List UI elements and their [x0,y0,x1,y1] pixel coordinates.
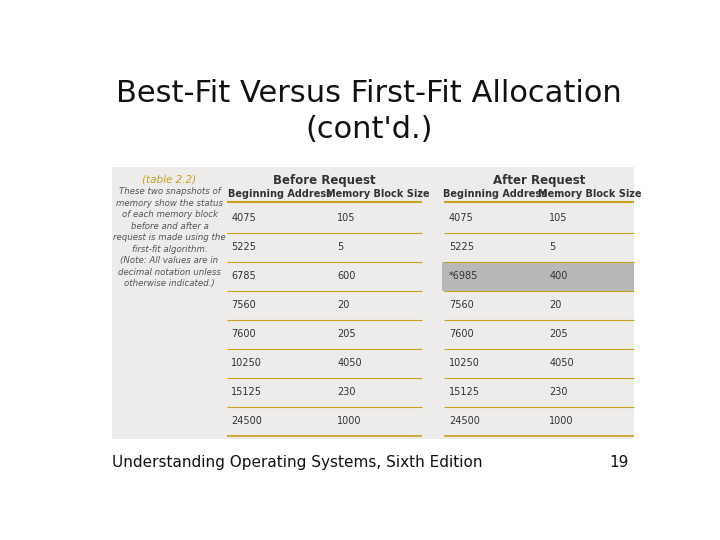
Text: 105: 105 [337,213,356,223]
FancyBboxPatch shape [112,167,634,439]
Text: 230: 230 [337,387,356,397]
Text: 5: 5 [337,242,343,252]
Text: 20: 20 [549,300,562,310]
Text: Best-Fit Versus First-Fit Allocation: Best-Fit Versus First-Fit Allocation [116,79,622,109]
Text: 15125: 15125 [449,387,480,397]
Text: 4050: 4050 [337,358,362,368]
Text: 6785: 6785 [231,271,256,281]
Text: 15125: 15125 [231,387,262,397]
Text: 5: 5 [549,242,556,252]
Text: 1000: 1000 [549,416,574,426]
Text: 5225: 5225 [231,242,256,252]
Text: (cont'd.): (cont'd.) [305,114,433,144]
Text: Beginning Address: Beginning Address [228,188,332,199]
Text: *6985: *6985 [449,271,478,281]
Text: 400: 400 [549,271,567,281]
Text: Memory Block Size: Memory Block Size [538,188,642,199]
Text: Memory Block Size: Memory Block Size [325,188,429,199]
Text: 205: 205 [549,329,568,339]
Text: (table 2.2): (table 2.2) [143,174,197,184]
Text: 19: 19 [609,455,629,470]
Text: 24500: 24500 [449,416,480,426]
Text: 230: 230 [549,387,568,397]
Text: 10250: 10250 [449,358,480,368]
Text: 4050: 4050 [549,358,574,368]
Text: 5225: 5225 [449,242,474,252]
Text: 7560: 7560 [449,300,474,310]
Text: 1000: 1000 [337,416,361,426]
FancyBboxPatch shape [441,262,634,291]
Text: 24500: 24500 [231,416,262,426]
Text: 4075: 4075 [449,213,474,223]
Text: These two snapshots of
memory show the status
of each memory block
before and af: These two snapshots of memory show the s… [113,187,226,288]
Text: 7600: 7600 [449,329,474,339]
Text: 7560: 7560 [231,300,256,310]
Text: After Request: After Request [493,174,585,187]
Text: Before Request: Before Request [273,174,376,187]
Text: 20: 20 [337,300,350,310]
Text: 4075: 4075 [231,213,256,223]
Text: 10250: 10250 [231,358,262,368]
Text: 600: 600 [337,271,356,281]
Text: 205: 205 [337,329,356,339]
Text: 105: 105 [549,213,568,223]
Text: Beginning Address: Beginning Address [443,188,546,199]
Text: 7600: 7600 [231,329,256,339]
Text: Understanding Operating Systems, Sixth Edition: Understanding Operating Systems, Sixth E… [112,455,483,470]
